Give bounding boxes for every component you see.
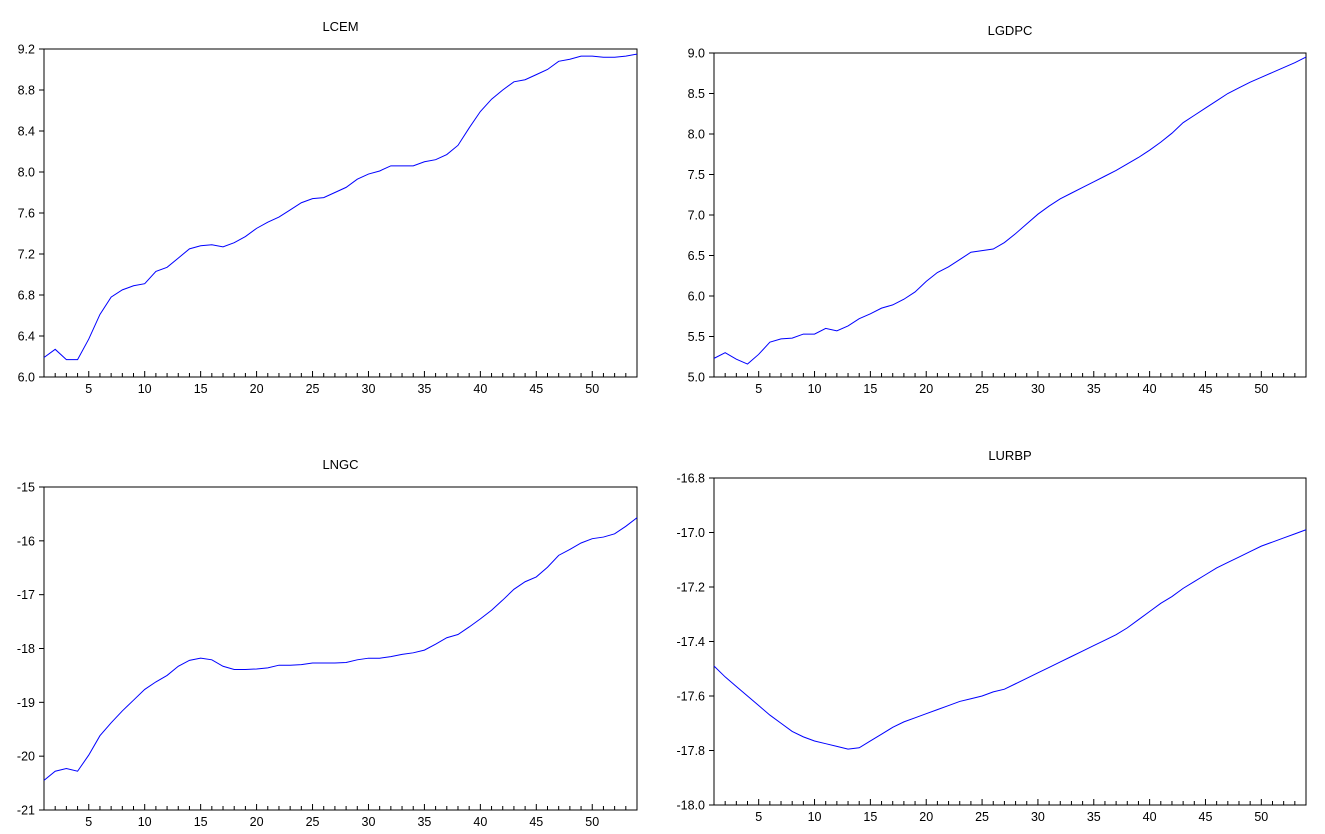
y-tick-label: 6.0 (18, 371, 35, 385)
y-tick-label: -15 (17, 481, 35, 495)
x-tick-label: 45 (1199, 810, 1213, 824)
y-tick-label: 9.0 (688, 47, 705, 61)
x-tick-label: 50 (1254, 810, 1268, 824)
plot-frame (43, 486, 638, 811)
x-tick-label: 35 (417, 382, 431, 396)
x-tick-label: 30 (1031, 810, 1045, 824)
x-tick-label: 15 (194, 815, 208, 829)
chart-panel-lngc: LNGC 5 10 15 20 25 30 35 40 45 50 -21 -20 -19 -18 -17 -1… (17, 457, 638, 829)
plot-frame (713, 477, 1307, 806)
x-tick-label: 35 (1087, 810, 1101, 824)
chart-title: LGDPC (988, 23, 1033, 38)
y-tick-label: -17.2 (677, 581, 706, 595)
x-tick-label: 15 (194, 382, 208, 396)
y-tick-label: 5.5 (688, 330, 705, 344)
x-tick-label: 50 (1254, 382, 1268, 396)
x-tick-label: 40 (1143, 382, 1157, 396)
y-tick-label: 8.0 (18, 166, 35, 180)
x-tick-label: 20 (250, 382, 264, 396)
x-tick-label: 40 (1143, 810, 1157, 824)
x-tick-label: 15 (863, 810, 877, 824)
x-tick-label: 45 (1199, 382, 1213, 396)
y-tick-label: 8.0 (688, 128, 705, 142)
x-tick-label: 20 (919, 810, 933, 824)
x-tick-label: 5 (755, 382, 762, 396)
chart-panel-lgdpc: LGDPC 5 10 15 20 25 30 35 40 45 50 5.0 5.5 6.0 6.5 7.0 7… (688, 23, 1307, 396)
y-tick-label: -17 (17, 588, 35, 602)
y-tick-label: 8.8 (18, 84, 35, 98)
x-tick-label: 50 (585, 382, 599, 396)
x-tick-label: 25 (975, 382, 989, 396)
y-tick-label: -18.0 (677, 799, 706, 813)
x-tick-label: 50 (585, 815, 599, 829)
y-tick-label: 6.5 (688, 249, 705, 263)
chart-title: LNGC (322, 457, 358, 472)
x-tick-label: 10 (138, 382, 152, 396)
series-line (43, 53, 638, 361)
y-tick-label: 6.0 (688, 290, 705, 304)
x-tick-label: 45 (529, 815, 543, 829)
y-tick-label: -16.8 (677, 472, 706, 486)
x-tick-label: 20 (250, 815, 264, 829)
x-tick-label: 25 (975, 810, 989, 824)
y-tick-label: -17.8 (677, 744, 706, 758)
series-line (713, 56, 1307, 365)
plot-frame (713, 52, 1307, 378)
x-tick-label: 15 (863, 382, 877, 396)
x-tick-label: 25 (306, 382, 320, 396)
x-tick-label: 10 (138, 815, 152, 829)
x-tick-label: 40 (473, 815, 487, 829)
y-tick-label: 6.8 (18, 289, 35, 303)
y-tick-label: 7.2 (18, 248, 35, 262)
y-tick-label: -17.4 (677, 635, 706, 649)
y-tick-label: 6.4 (18, 330, 35, 344)
y-tick-label: -17.6 (677, 690, 706, 704)
series-line (713, 529, 1307, 750)
y-tick-label: 9.2 (18, 43, 35, 57)
y-tick-label: 8.4 (18, 125, 35, 139)
x-tick-label: 35 (417, 815, 431, 829)
series-line (43, 517, 638, 781)
x-tick-label: 35 (1087, 382, 1101, 396)
y-tick-label: -21 (17, 804, 35, 818)
y-tick-label: -16 (17, 534, 35, 548)
y-tick-label: 8.5 (688, 87, 705, 101)
y-tick-label: 7.6 (18, 207, 35, 221)
x-tick-label: 30 (362, 815, 376, 829)
x-tick-label: 30 (362, 382, 376, 396)
chart-title: LURBP (988, 448, 1031, 463)
chart-panel-lcem: LCEM 5 10 15 20 25 30 35 40 45 50 6.0 6.4 6.8 7.2 7.6 8.… (18, 19, 638, 396)
y-tick-label: -20 (17, 750, 35, 764)
y-tick-label: 7.0 (688, 209, 705, 223)
x-tick-label: 45 (529, 382, 543, 396)
chart-title: LCEM (322, 19, 358, 34)
x-tick-label: 25 (306, 815, 320, 829)
x-tick-label: 20 (919, 382, 933, 396)
plot-frame (43, 48, 638, 378)
y-tick-label: 7.5 (688, 168, 705, 182)
y-tick-label: -18 (17, 642, 35, 656)
y-tick-label: -19 (17, 696, 35, 710)
x-tick-label: 30 (1031, 382, 1045, 396)
y-tick-label: -17.0 (677, 526, 706, 540)
x-tick-label: 5 (85, 382, 92, 396)
x-tick-label: 10 (808, 810, 822, 824)
y-tick-label: 5.0 (688, 371, 705, 385)
x-tick-label: 5 (755, 810, 762, 824)
x-tick-label: 5 (85, 815, 92, 829)
chart-panel-lurbp: LURBP 5 10 15 20 25 30 35 40 45 50 -18.0 -17.8 -17.6 -… (677, 448, 1307, 824)
x-tick-label: 10 (808, 382, 822, 396)
x-tick-label: 40 (473, 382, 487, 396)
